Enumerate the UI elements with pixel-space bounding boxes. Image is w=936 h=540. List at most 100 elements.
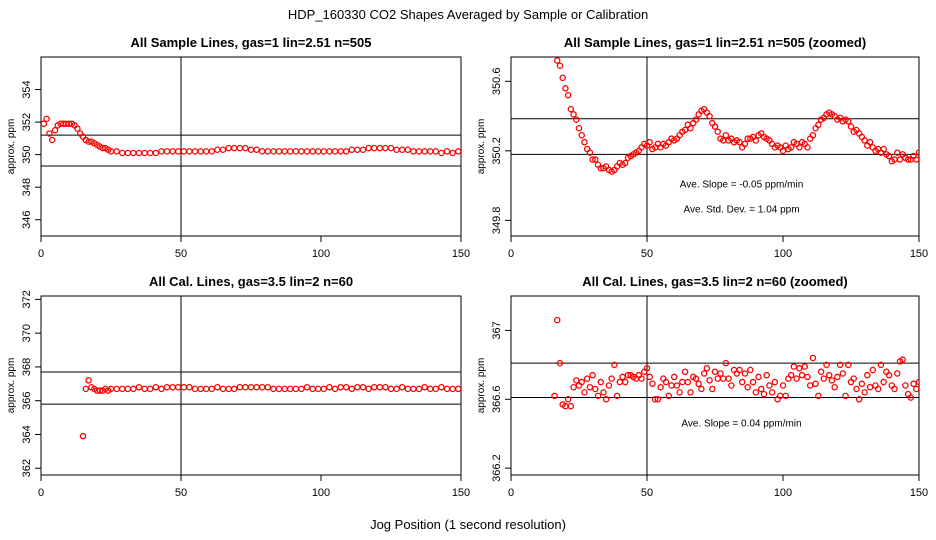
chart-panel-4: All Cal. Lines, gas=3.5 lin=2 n=60 (zoom… — [476, 274, 928, 499]
data-point — [654, 396, 662, 403]
data-point — [354, 383, 361, 391]
data-point — [567, 402, 575, 410]
points-group — [41, 115, 461, 157]
y-tick-label: 366.2 — [491, 454, 503, 482]
data-point — [236, 383, 244, 391]
data-point — [191, 385, 199, 393]
data-point — [885, 152, 893, 160]
x-tick-label: 0 — [38, 248, 44, 260]
data-point — [613, 392, 621, 400]
data-point — [711, 368, 719, 375]
data-point — [348, 385, 356, 393]
data-point — [432, 148, 440, 155]
data-point — [586, 149, 594, 156]
x-tick-label: 100 — [312, 487, 330, 499]
data-point — [891, 385, 898, 393]
data-point — [96, 387, 104, 394]
data-point — [643, 365, 651, 372]
x-tick-label: 50 — [175, 248, 187, 260]
data-point — [320, 385, 328, 393]
data-point — [46, 130, 53, 137]
data-point — [382, 144, 389, 152]
y-tick-label: 370 — [21, 324, 33, 342]
data-point — [158, 148, 165, 155]
data-point — [755, 373, 762, 381]
data-point — [706, 377, 713, 384]
data-point — [834, 373, 841, 381]
data-point — [393, 385, 400, 393]
data-point — [281, 148, 288, 155]
y-axis-label: approx. ppm — [476, 358, 487, 414]
plot-frame — [40, 56, 462, 237]
data-point — [337, 383, 344, 391]
data-point — [779, 382, 787, 389]
x-tick-label: 150 — [910, 248, 928, 260]
data-point — [902, 382, 909, 389]
data-point — [124, 149, 132, 157]
data-point — [711, 123, 719, 130]
data-point — [757, 385, 765, 393]
data-point — [649, 380, 656, 388]
data-point — [253, 146, 260, 154]
data-point — [736, 138, 743, 146]
data-point — [621, 378, 629, 386]
data-point — [621, 159, 629, 167]
data-point — [230, 385, 238, 393]
data-point — [219, 385, 227, 393]
y-tick-label: 366.6 — [491, 386, 503, 414]
data-point — [303, 383, 311, 391]
data-point — [605, 382, 613, 389]
data-point — [597, 164, 605, 172]
data-point — [798, 371, 806, 379]
data-point — [152, 149, 160, 157]
data-point — [270, 385, 277, 393]
data-point — [169, 148, 176, 155]
data-point — [893, 149, 901, 156]
data-point — [174, 383, 182, 391]
data-point — [65, 120, 73, 127]
data-point — [787, 371, 795, 379]
data-point — [214, 146, 221, 154]
x-tick-label: 0 — [38, 487, 44, 499]
data-point — [744, 383, 751, 391]
data-point — [135, 149, 143, 157]
data-point — [866, 138, 874, 146]
data-point — [578, 131, 585, 139]
data-point — [817, 368, 825, 375]
data-point — [118, 149, 126, 157]
data-point — [687, 125, 694, 132]
data-point — [575, 125, 583, 132]
data-point — [202, 148, 210, 155]
data-point — [426, 148, 434, 155]
data-point — [443, 148, 451, 155]
data-point — [309, 385, 316, 393]
data-point — [275, 385, 283, 393]
data-point — [768, 389, 776, 396]
chart-panel-1: All Sample Lines, gas=1 lin=2.51 n=505 ap… — [6, 35, 470, 260]
data-point — [48, 136, 56, 144]
data-point — [646, 138, 653, 146]
data-point — [910, 380, 917, 388]
data-point — [913, 385, 919, 393]
data-point — [225, 144, 232, 152]
data-point — [646, 373, 653, 381]
data-point — [258, 148, 266, 155]
data-point — [197, 385, 204, 393]
x-tick-label: 50 — [175, 487, 187, 499]
data-point — [354, 146, 361, 154]
data-point — [158, 385, 165, 393]
data-point — [570, 111, 577, 118]
data-point — [551, 392, 558, 400]
data-point — [118, 385, 126, 393]
data-point — [714, 375, 721, 382]
data-point — [619, 373, 626, 381]
chart-panel-3: All Cal. Lines, gas=3.5 lin=2 n=60 approx… — [6, 274, 470, 499]
data-point — [443, 385, 451, 393]
data-point — [831, 383, 838, 391]
data-point — [270, 148, 277, 155]
data-point — [41, 120, 48, 127]
data-point — [815, 392, 822, 400]
data-point — [180, 148, 188, 155]
data-point — [869, 366, 877, 374]
data-point — [657, 383, 664, 391]
